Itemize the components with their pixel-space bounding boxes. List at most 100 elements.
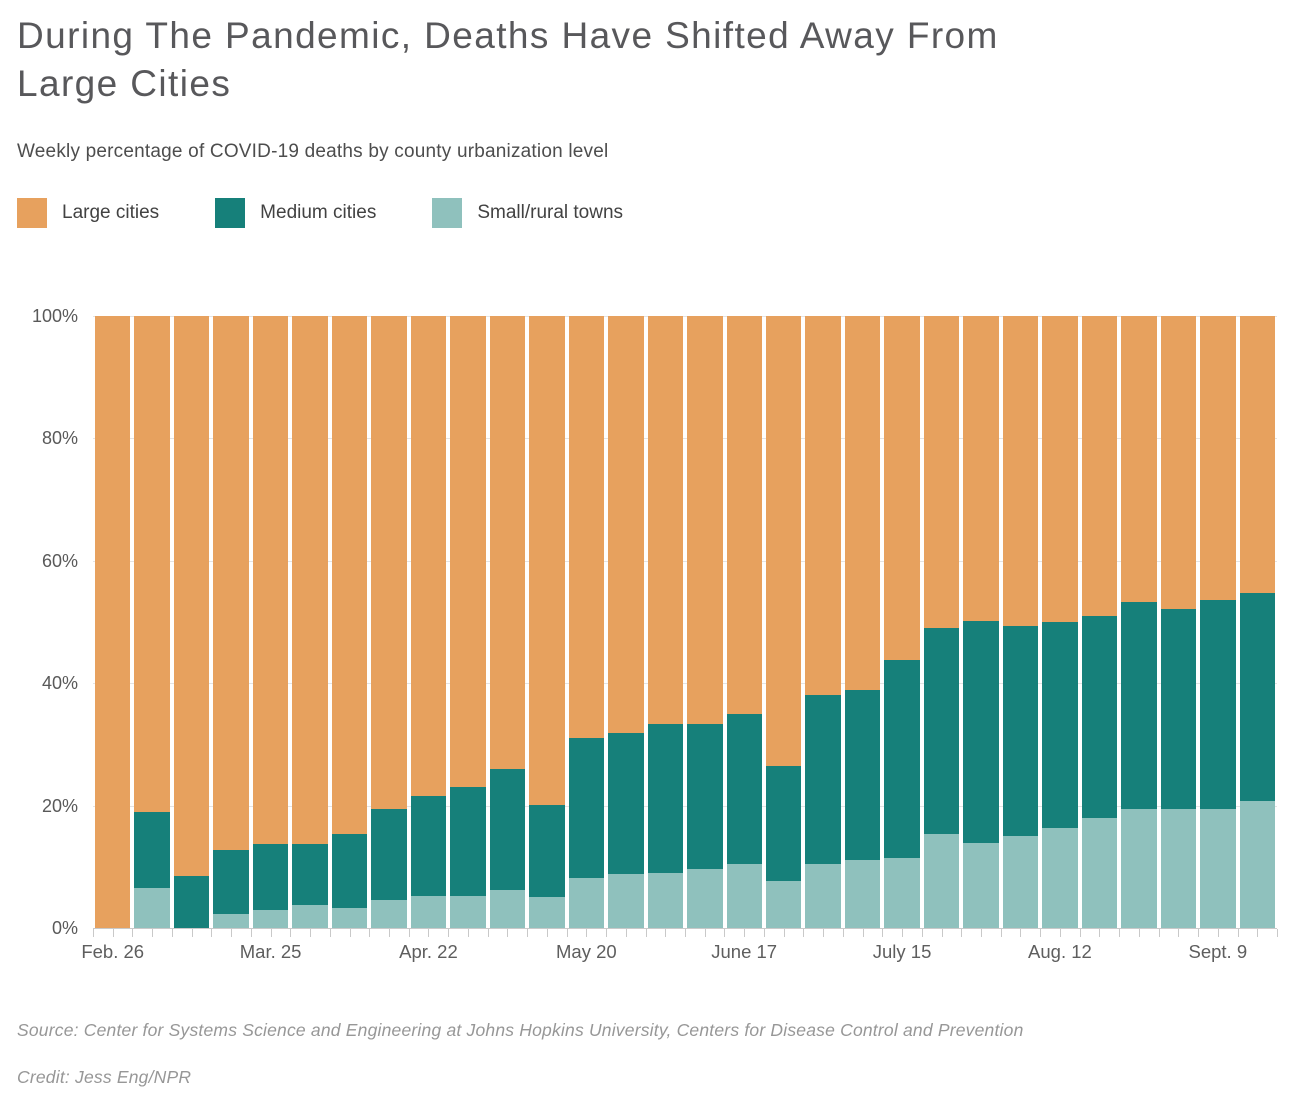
segment-medium-cities [844, 689, 881, 861]
bar-week-8 [369, 316, 408, 928]
segment-large-cities [844, 316, 881, 690]
legend-swatch-small-rural-towns [432, 198, 463, 228]
x-axis-tick [132, 929, 134, 937]
bar-week-26 [1080, 316, 1119, 928]
segment-medium-cities [726, 714, 762, 864]
y-axis-label: 60% [41, 550, 78, 571]
segment-small-rural-towns [923, 834, 960, 928]
x-axis-tick [270, 929, 272, 937]
bar-week-14 [606, 316, 645, 928]
x-axis-tick [704, 929, 706, 937]
x-axis-tick [763, 929, 765, 937]
byline-credit: Credit: Jess Eng/NPR [17, 1067, 192, 1087]
x-axis-tick [369, 929, 371, 937]
segment-medium-cities [1160, 608, 1197, 810]
x-axis-tick [467, 929, 469, 937]
segment-medium-cities [410, 795, 447, 896]
segment-small-rural-towns [1081, 818, 1118, 928]
segment-large-cities [529, 316, 565, 805]
segment-small-rural-towns [252, 910, 289, 928]
segment-small-rural-towns [1002, 836, 1039, 928]
y-axis-label: 40% [41, 673, 78, 694]
segment-large-cities [450, 316, 486, 787]
x-axis-tick [290, 929, 292, 937]
x-axis-tick [1277, 929, 1278, 937]
segment-large-cities [805, 316, 841, 696]
x-axis-tick [1158, 929, 1160, 937]
x-axis-tick [487, 929, 489, 937]
segment-large-cities [1042, 316, 1078, 622]
segment-small-rural-towns [726, 863, 762, 928]
bar-week-20 [843, 316, 882, 928]
x-axis-tick [191, 929, 193, 937]
x-axis-tick [1119, 929, 1121, 937]
segment-small-rural-towns [529, 896, 565, 928]
segment-small-rural-towns [213, 913, 249, 928]
bar-week-25 [1040, 316, 1079, 928]
x-axis-tick [862, 929, 864, 937]
y-axis: 100% 80% 60% 40% 20% 0% [0, 306, 78, 938]
segment-medium-cities [252, 843, 289, 911]
plot-area: Feb. 26 Mar. 25 Apr. 22 May 20 June 17 July 1… [81, 316, 1278, 962]
page-title: During The Pandemic, Deaths Have Shifted… [17, 12, 999, 108]
segment-medium-cities [292, 843, 328, 906]
segment-large-cities [1121, 316, 1157, 602]
bar-week-11 [488, 316, 527, 928]
segment-small-rural-towns [1200, 808, 1236, 928]
x-axis-tick [882, 929, 884, 937]
segment-medium-cities [173, 875, 210, 928]
x-axis-tick [842, 929, 844, 937]
segment-large-cities [213, 316, 249, 850]
x-axis-tick [527, 929, 529, 937]
bar-week-29 [1198, 316, 1237, 928]
bar-week-18 [764, 316, 803, 928]
segment-medium-cities [1239, 592, 1276, 801]
segment-medium-cities [134, 811, 170, 888]
legend-item-large-cities: Large cities [17, 198, 159, 228]
segment-large-cities [1002, 316, 1039, 627]
segment-small-rural-towns [371, 900, 407, 928]
segment-small-rural-towns [331, 907, 368, 928]
segment-large-cities [331, 316, 368, 834]
bar-week-7 [330, 316, 369, 928]
y-axis-label: 80% [41, 428, 78, 449]
x-axis-tick [507, 929, 509, 937]
x-axis-tick [566, 929, 568, 937]
segment-large-cities [963, 316, 999, 622]
bar-week-2 [132, 316, 171, 928]
bar-week-4 [211, 316, 250, 928]
x-axis-tick [961, 929, 963, 937]
x-axis-tick [1099, 929, 1101, 937]
x-axis-label-june-17: June 17 [711, 941, 778, 962]
segment-small-rural-towns [805, 864, 841, 928]
bar-week-27 [1119, 316, 1158, 928]
segment-large-cities [410, 316, 447, 796]
legend-swatch-large-cities [17, 198, 47, 228]
gridline-20 [93, 805, 1277, 807]
bar-week-19 [803, 316, 842, 928]
segment-large-cities [1200, 316, 1236, 600]
segment-small-rural-towns [1121, 808, 1157, 928]
segment-large-cities [765, 316, 802, 766]
segment-medium-cities [884, 659, 920, 859]
segment-large-cities [884, 316, 920, 660]
x-axis-tick [1138, 929, 1140, 937]
x-axis-tick [389, 929, 390, 937]
bar-week-17 [725, 316, 764, 928]
x-axis-tick [685, 929, 686, 937]
x-axis-tick [171, 929, 173, 937]
bar-week-9 [409, 316, 448, 928]
segment-small-rural-towns [963, 842, 999, 928]
segment-large-cities [1160, 316, 1197, 609]
segment-medium-cities [1200, 599, 1236, 809]
x-axis-tick [1000, 929, 1002, 937]
segment-large-cities [252, 316, 289, 844]
segment-medium-cities [489, 769, 526, 891]
segment-small-rural-towns [765, 881, 802, 928]
y-axis-label: 20% [41, 795, 78, 816]
segment-small-rural-towns [687, 868, 723, 928]
x-axis-tick [1020, 929, 1022, 937]
segment-large-cities [173, 316, 210, 876]
x-axis-tick [783, 929, 785, 937]
